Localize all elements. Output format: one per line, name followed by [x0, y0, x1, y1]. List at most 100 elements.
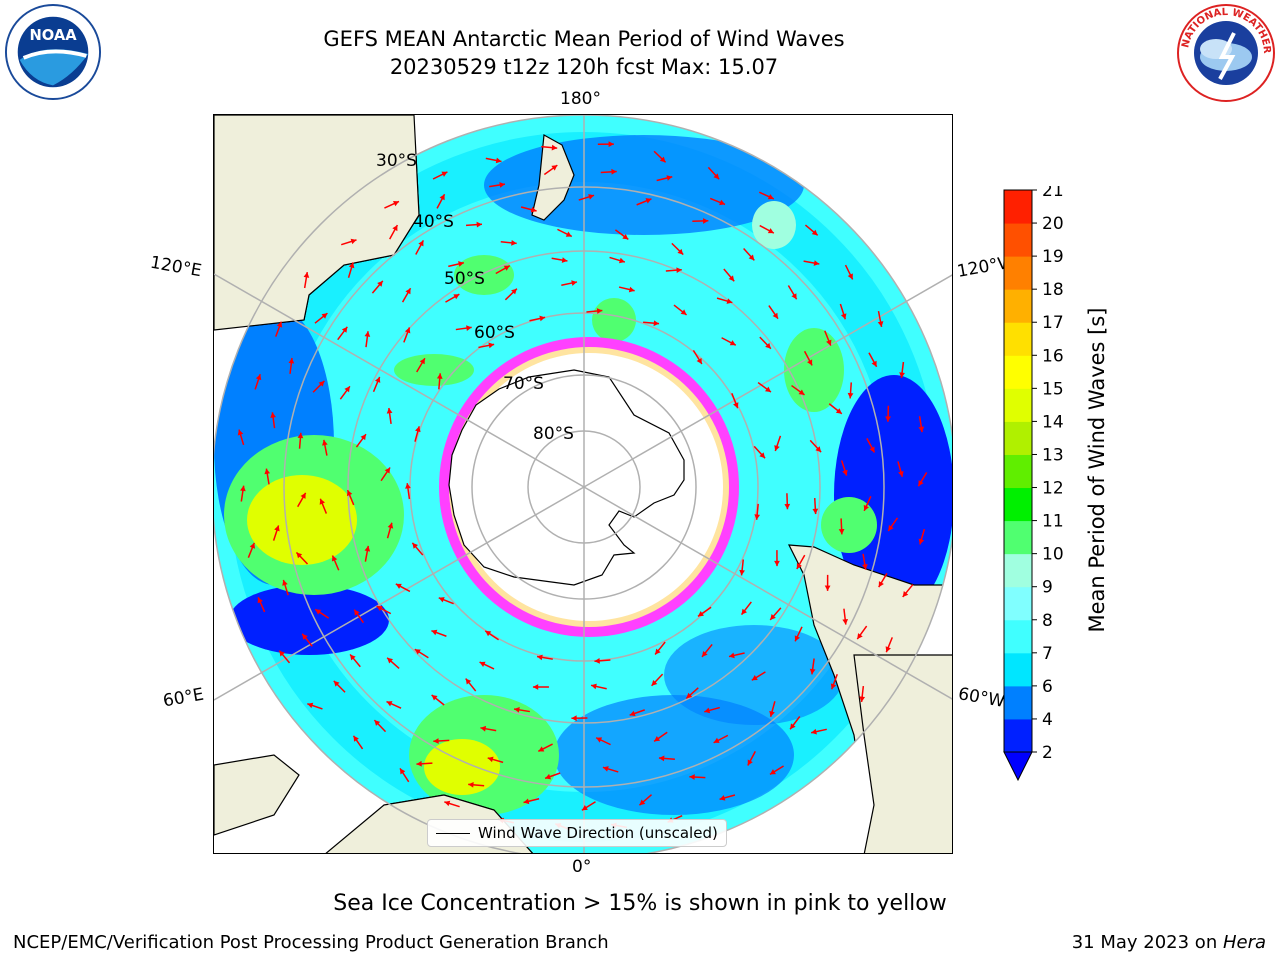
- wave-arrow-head: [759, 452, 766, 459]
- wave-arrow-head: [830, 683, 837, 690]
- wave-arrow-head: [300, 492, 306, 499]
- chart-subtitle: 20230529 t12z 120h fcst Max: 15.07: [389, 55, 779, 79]
- footer-date-text: 31 May 2023 on: [1071, 932, 1223, 953]
- wave-arrow-head: [438, 597, 445, 603]
- wave-arrow-head: [666, 175, 673, 181]
- wave-arrow-head: [393, 200, 399, 207]
- wave-arrow-head: [888, 524, 894, 531]
- colorbar-tick-label: 16: [1042, 346, 1064, 366]
- ocean-green-patch: [821, 497, 877, 553]
- wave-arrow-head: [629, 710, 636, 717]
- wave-arrow-head: [538, 746, 545, 752]
- wave-arrow-head: [918, 426, 925, 433]
- wave-arrow-head: [840, 313, 847, 320]
- wave-arrow-head: [677, 248, 684, 255]
- wave-arrow-head: [774, 560, 780, 567]
- wave-arrow-head: [581, 804, 588, 811]
- wave-arrow-head: [405, 483, 411, 489]
- wave-arrow-head: [885, 416, 891, 422]
- wave-arrow-head: [551, 144, 558, 151]
- colorbar-segment: [1004, 322, 1032, 356]
- wave-arrow-head: [392, 225, 398, 232]
- wave-arrow-head: [739, 569, 745, 576]
- colorbar-segment: [1004, 256, 1032, 290]
- antarctic-map: [214, 115, 952, 853]
- wave-arrow-head: [499, 182, 505, 188]
- wave-arrow-head: [255, 374, 262, 381]
- lat-label-30s: 30°S: [376, 151, 417, 171]
- wave-arrow-head: [842, 618, 849, 625]
- wave-arrow-head: [433, 738, 439, 744]
- wave-arrow-head: [847, 392, 854, 399]
- wave-arrow-head: [551, 165, 558, 171]
- colorbar-tick-label: 10: [1042, 545, 1064, 565]
- wave-arrow-head: [561, 257, 568, 263]
- wave-arrow-head: [842, 469, 848, 476]
- wave-arrow-head: [651, 679, 658, 686]
- legend-line-icon: [436, 832, 470, 834]
- wave-arrow-head: [302, 633, 308, 640]
- wave-arrow-head: [719, 199, 726, 206]
- wave-arrow-head: [240, 485, 246, 492]
- wave-arrow-head: [813, 260, 820, 266]
- wave-arrow-head: [350, 654, 356, 661]
- colorbar-segment: [1004, 190, 1032, 224]
- colorbar-segment: [1004, 553, 1032, 588]
- wave-arrow-head: [319, 498, 325, 505]
- wave-arrow-head: [741, 608, 748, 615]
- wave-arrow-head: [713, 173, 720, 180]
- wave-arrow-head: [333, 680, 340, 687]
- colorbar-tick-label: 13: [1042, 445, 1064, 465]
- corner-land: [853, 654, 952, 853]
- colorbar-tick-label: 17: [1042, 313, 1064, 333]
- map-panel: [213, 114, 953, 854]
- colorbar-tick-label: 18: [1042, 280, 1064, 300]
- wave-arrow-head: [704, 707, 711, 714]
- wave-arrow-head: [346, 490, 353, 497]
- wave-arrow-head: [857, 633, 863, 640]
- wave-arrow-head: [274, 525, 280, 532]
- colorbar-under-arrow: [1003, 751, 1033, 782]
- wave-arrow-head: [315, 609, 322, 615]
- wave-arrow-head: [774, 445, 780, 451]
- wave-arrow-head: [511, 239, 517, 246]
- wave-arrow-head: [628, 286, 635, 293]
- wave-arrow-head: [680, 309, 687, 315]
- wave-arrow-head: [431, 695, 438, 701]
- colorbar-tick-label: 2: [1042, 743, 1053, 763]
- nws-logo: NATIONAL WEATHER SERVICE: [1176, 3, 1275, 102]
- wave-arrow-head: [439, 194, 445, 201]
- wave-arrow-head: [270, 412, 276, 418]
- wave-arrow-head: [307, 702, 314, 709]
- ocean-yellow-patch: [424, 739, 500, 795]
- wave-arrow-head: [565, 231, 572, 237]
- lon-label-180: 180°: [560, 89, 601, 109]
- colorbar-segment: [1004, 685, 1032, 720]
- lon-label-60w: 60°W: [956, 684, 1007, 712]
- footer-machine: Hera: [1222, 932, 1266, 953]
- wave-arrow-head: [835, 408, 842, 414]
- wave-arrow-head: [487, 756, 494, 763]
- wave-arrow-head: [458, 261, 464, 267]
- colorbar-label: Mean Period of Wind Waves [s]: [1085, 307, 1109, 633]
- footer-credit: NCEP/EMC/Verification Post Processing Pr…: [13, 932, 609, 953]
- colorbar-segment: [1004, 586, 1032, 621]
- wave-arrow-head: [399, 768, 406, 775]
- wave-arrow-head: [815, 446, 822, 453]
- noaa-logo: NOAA: [4, 3, 102, 101]
- wave-arrow-head: [611, 168, 617, 175]
- wave-arrow-head: [767, 194, 774, 200]
- wave-arrow-head: [594, 657, 600, 664]
- wave-arrow-head: [341, 326, 348, 333]
- wave-arrow-head: [784, 503, 791, 510]
- wave-arrow-head: [639, 799, 646, 806]
- wave-arrow-head: [596, 308, 603, 314]
- colorbar-segment: [1004, 388, 1032, 422]
- wave-arrow-head: [495, 157, 502, 164]
- wave-arrow-head: [537, 654, 543, 661]
- wave-arrow-head: [686, 692, 693, 699]
- map-legend: Wind Wave Direction (unscaled): [427, 819, 727, 847]
- wave-arrow-head: [747, 759, 753, 766]
- wave-arrow-head: [476, 221, 482, 228]
- wave-arrow-head: [466, 325, 472, 331]
